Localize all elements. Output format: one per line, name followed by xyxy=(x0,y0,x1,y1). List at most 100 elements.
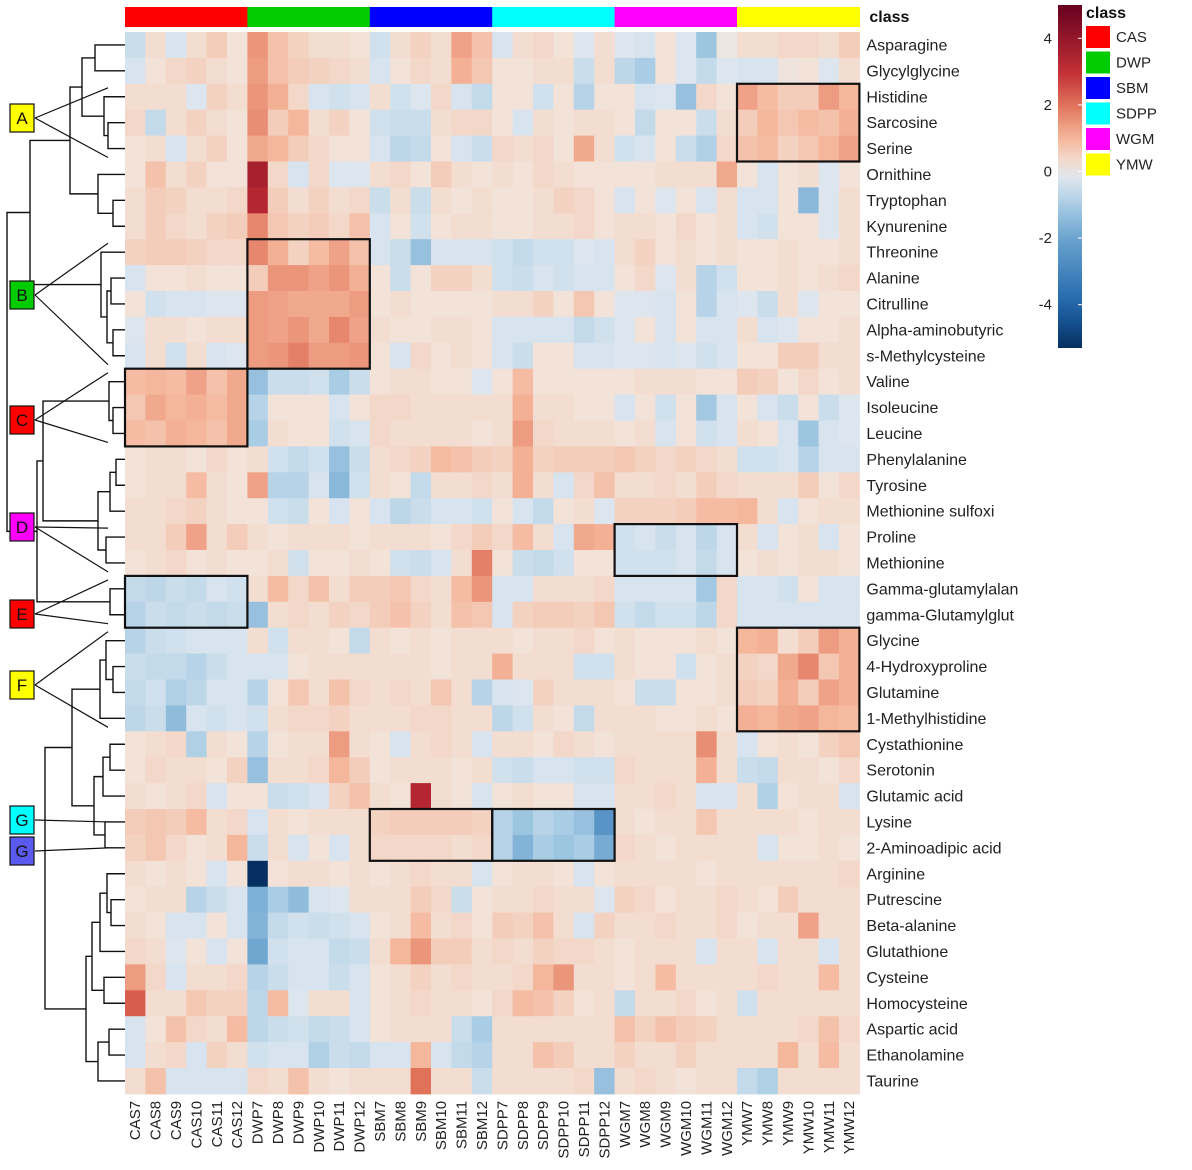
heatmap-cell xyxy=(267,342,289,370)
heatmap-cell xyxy=(471,316,493,344)
heatmap-cell xyxy=(553,368,575,396)
heatmap-cell xyxy=(573,498,595,525)
heatmap-cell xyxy=(716,757,738,784)
heatmap-cell xyxy=(308,265,330,292)
heatmap-cell xyxy=(737,990,758,1017)
heatmap-cell xyxy=(533,1042,554,1069)
class-bar-cell xyxy=(614,7,636,27)
heatmap-cell xyxy=(818,446,840,473)
heatmap-cell xyxy=(471,524,493,551)
heatmap-cell xyxy=(635,239,656,266)
heatmap-cell xyxy=(533,368,554,396)
heatmap-cell xyxy=(267,316,289,344)
heatmap-cell xyxy=(471,57,493,85)
heatmap-cell xyxy=(267,420,289,447)
heatmap-cell xyxy=(451,886,473,914)
heatmap-cell xyxy=(267,679,289,706)
legend-swatch xyxy=(1086,153,1110,176)
heatmap-cell xyxy=(573,394,595,421)
heatmap-cell xyxy=(512,213,534,240)
heatmap-cell xyxy=(288,368,310,396)
heatmap-cell xyxy=(696,1068,718,1095)
heatmap-cell xyxy=(431,783,452,810)
group-connector xyxy=(34,819,109,823)
heatmap-cell xyxy=(451,653,473,680)
column-label: WGM12 xyxy=(719,1101,736,1156)
heatmap-cell xyxy=(675,653,697,680)
heatmap-cell xyxy=(818,420,840,447)
dendrogram-branch xyxy=(102,756,125,797)
heatmap-cell xyxy=(410,161,432,188)
heatmap-cell xyxy=(267,757,289,784)
heatmap-cell xyxy=(777,57,799,85)
group-connector xyxy=(34,87,109,119)
heatmap-cell xyxy=(247,705,269,732)
heatmap-cell xyxy=(165,265,187,292)
heatmap-cell xyxy=(757,731,779,758)
heatmap-cell xyxy=(696,705,718,732)
heatmap-cell xyxy=(369,32,391,59)
heatmap-cell xyxy=(675,627,697,655)
dendrogram-branch xyxy=(108,380,125,422)
heatmap-cell xyxy=(635,161,656,188)
heatmap-cell xyxy=(349,161,371,188)
heatmap-cell xyxy=(594,627,616,655)
heatmap-cell xyxy=(247,627,269,655)
heatmap-cell xyxy=(186,601,208,629)
row-dendrogram xyxy=(6,44,125,1082)
heatmap-cell xyxy=(308,809,330,836)
dendrogram-branch xyxy=(105,536,125,564)
heatmap-cell xyxy=(369,161,391,188)
heatmap-cell xyxy=(349,731,371,758)
heatmap-cell xyxy=(369,316,391,344)
heatmap-cell xyxy=(533,291,554,318)
heatmap-cell xyxy=(614,912,636,939)
heatmap-cell xyxy=(471,498,493,525)
heatmap-cell xyxy=(288,161,310,188)
heatmap-cell xyxy=(308,575,330,603)
column-label: YMW10 xyxy=(800,1101,817,1154)
heatmap-cell xyxy=(655,886,677,914)
heatmap-cell xyxy=(308,342,330,370)
heatmap-cell xyxy=(288,109,310,137)
heatmap-cell xyxy=(839,524,860,551)
heatmap-cell xyxy=(839,627,860,655)
heatmap-cell xyxy=(145,472,167,499)
heatmap-cell xyxy=(390,834,412,862)
heatmap-cell xyxy=(573,627,595,655)
heatmap-cell xyxy=(451,575,473,603)
heatmap-cell xyxy=(390,550,412,577)
heatmap-cell xyxy=(390,627,412,655)
heatmap-cell xyxy=(614,135,636,162)
heatmap-cell xyxy=(390,498,412,525)
heatmap-cell xyxy=(675,938,697,965)
heatmap-cell xyxy=(165,213,187,240)
heatmap-cell xyxy=(594,757,616,784)
heatmap-cell xyxy=(288,653,310,680)
heatmap-cell xyxy=(737,860,758,888)
dendrogram-branch xyxy=(91,921,104,991)
heatmap-cell xyxy=(798,601,820,629)
heatmap-cell xyxy=(125,109,146,137)
heatmap-cell xyxy=(492,57,514,85)
heatmap-cell xyxy=(410,83,432,111)
heatmap-cell xyxy=(696,834,718,862)
column-label: YMW11 xyxy=(821,1101,838,1153)
heatmap-cell xyxy=(308,187,330,214)
heatmap-cell xyxy=(206,679,228,706)
heatmap-cell xyxy=(573,601,595,629)
heatmap-cell xyxy=(777,394,799,421)
heatmap-cell xyxy=(390,705,412,732)
heatmap-cell xyxy=(757,834,779,862)
heatmap-cell xyxy=(145,809,167,836)
heatmap-cell xyxy=(125,834,146,862)
dendrogram-branch xyxy=(115,458,125,486)
heatmap-cell xyxy=(431,990,452,1017)
heatmap-cell xyxy=(614,57,636,85)
heatmap-cell xyxy=(308,550,330,577)
heatmap-cell xyxy=(594,368,616,396)
heatmap-cell xyxy=(512,135,534,162)
heatmap-cell xyxy=(839,783,860,810)
heatmap-cell xyxy=(533,1068,554,1095)
heatmap-cell xyxy=(145,886,167,914)
